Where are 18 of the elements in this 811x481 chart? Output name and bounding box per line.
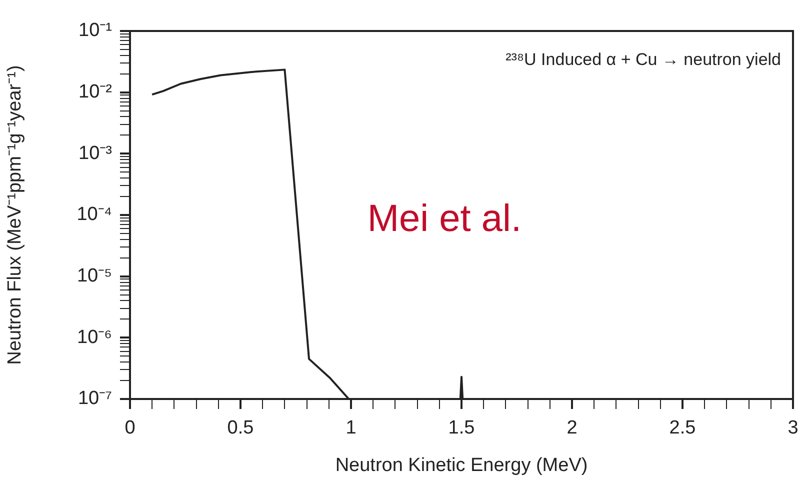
- x-tick-label: 2: [566, 418, 578, 439]
- y-tick-label: 10⁻⁴: [76, 204, 112, 226]
- x-tick-label: 0.5: [227, 418, 254, 439]
- y-tick-label: 10⁻¹: [78, 20, 112, 42]
- y-tick-label: 10⁻²: [78, 82, 112, 103]
- y-tick-label: 10⁻⁵: [76, 266, 112, 287]
- x-tick-label: 2.5: [669, 418, 696, 439]
- y-axis-title: Neutron Flux (MeV⁻¹ppm⁻¹g⁻¹year⁻¹): [4, 65, 26, 365]
- annotation: Mei et al.: [367, 198, 522, 240]
- x-tick-label: 1.5: [448, 418, 475, 439]
- x-tick-label: 0: [124, 418, 136, 439]
- x-tick-label: 1: [346, 418, 356, 439]
- y-tick-label: 10⁻⁷: [78, 388, 112, 410]
- y-tick-label: 10⁻³: [78, 142, 112, 164]
- x-axis-title: Neutron Kinetic Energy (MeV): [335, 454, 588, 476]
- annotation: ²³⁸U Induced α + Cu → neutron yield: [506, 50, 781, 69]
- x-tick-label: 3: [788, 418, 798, 439]
- y-tick-label: 10⁻⁶: [77, 326, 112, 348]
